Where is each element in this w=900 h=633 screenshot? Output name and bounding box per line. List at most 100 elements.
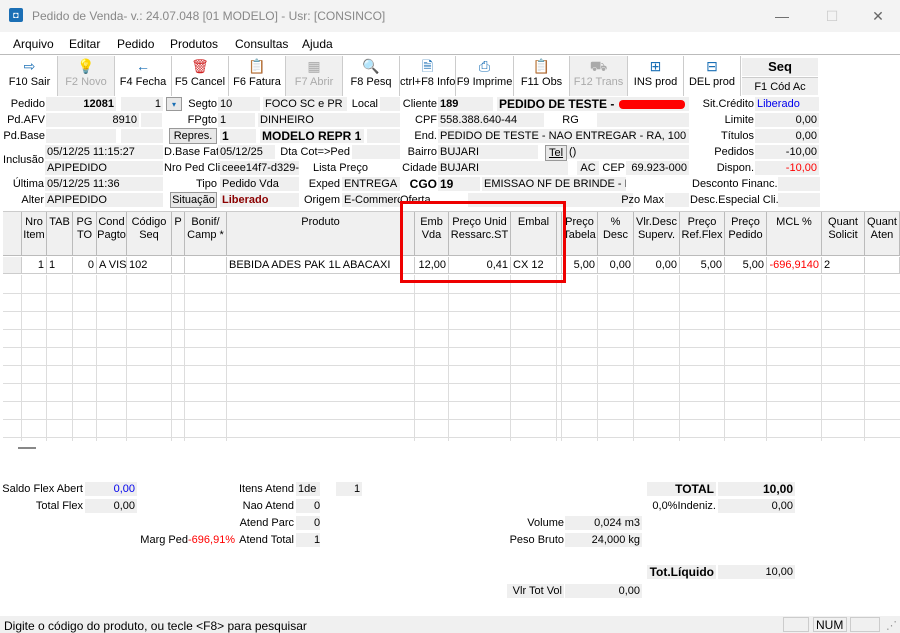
alter-user-field: APIPEDIDO	[45, 193, 163, 207]
del-prod-button[interactable]: ⊟ DEL prod	[684, 56, 741, 96]
column-header[interactable]: Quant Aten	[865, 212, 900, 256]
cliente-field[interactable]: 189	[438, 97, 493, 111]
table-cell[interactable]: A VIS	[97, 257, 127, 274]
column-header[interactable]: Preço Unid Ressarc.ST	[449, 212, 511, 256]
table-cell[interactable]: CX 12	[511, 257, 557, 274]
dtacot-field[interactable]	[352, 145, 400, 159]
f8-pesq-button[interactable]: 🔍 F8 Pesq	[343, 56, 400, 96]
menu-arquivo[interactable]: Arquivo	[13, 37, 54, 51]
table-cell[interactable]	[172, 257, 185, 274]
segto-field[interactable]: 10	[218, 97, 260, 111]
menu-ajuda[interactable]: Ajuda	[302, 37, 333, 51]
table-cell[interactable]: BEBIDA ADES PAK 1L ABACAXI	[227, 257, 415, 274]
f4-fecha-button[interactable]: ← F4 Fecha	[115, 56, 172, 96]
fpgto-field[interactable]: 1	[218, 113, 255, 127]
toolbar-button-label: DEL prod	[688, 76, 736, 88]
dbasefat-field[interactable]: 05/12/25	[218, 145, 275, 159]
grid-line	[21, 275, 22, 441]
column-header[interactable]: Bonif/ Camp *	[185, 212, 227, 256]
local-field[interactable]	[380, 97, 400, 111]
situacao-button[interactable]: Situação	[170, 192, 217, 208]
column-header[interactable]: % Desc	[598, 212, 634, 256]
f12-trans-button[interactable]: ⛟ F12 Trans	[570, 56, 628, 96]
menu-consultas[interactable]: Consultas	[235, 37, 289, 51]
column-header[interactable]: Vlr.Desc Superv.	[634, 212, 680, 256]
descesp-field[interactable]	[778, 193, 820, 207]
codigo-acesso-button[interactable]: F1 Cód Ac	[742, 77, 818, 95]
nropedcli-field[interactable]: ceee14f7-d329-4	[220, 161, 299, 175]
table-cell[interactable]: 0,00	[598, 257, 634, 274]
local-label: Local	[351, 98, 378, 110]
ins-prod-button[interactable]: ⊞ INS prod	[628, 56, 684, 96]
table-cell[interactable]	[865, 257, 900, 274]
pdbase-field[interactable]	[46, 129, 116, 143]
column-header[interactable]: Emb Vda	[415, 212, 449, 256]
tel-button[interactable]: Tel	[545, 145, 567, 161]
repres-button[interactable]: Repres.	[169, 128, 217, 144]
pedido-seq-field[interactable]: 1	[121, 97, 163, 111]
column-header[interactable]: Preço Ref.Flex	[680, 212, 725, 256]
cgo-field[interactable]: 19	[438, 177, 480, 191]
close-button[interactable]: ✕	[872, 8, 884, 24]
table-cell[interactable]: 5,00	[562, 257, 598, 274]
nropedcli-label: Nro Ped Cli	[164, 162, 221, 174]
f10-sair-button[interactable]: ⇨ F10 Sair	[2, 56, 58, 96]
table-cell[interactable]: 102	[127, 257, 172, 274]
table-cell[interactable]: 2	[822, 257, 865, 274]
column-header[interactable]: Código Seq	[127, 212, 172, 256]
grid-scrollbar-thumb[interactable]	[18, 447, 36, 449]
items-grid[interactable]: Nro Item TAB PG TO Cond Pagto Código Seq P Bon…	[3, 211, 900, 441]
itensatend-total-field: 1	[336, 482, 362, 496]
column-header[interactable]: Produto	[227, 212, 415, 256]
f6-fatura-button[interactable]: 📋 F6 Fatura	[229, 56, 286, 96]
table-cell[interactable]	[557, 257, 562, 274]
descfin-field[interactable]	[778, 177, 820, 191]
pzomax-field[interactable]	[665, 193, 689, 207]
table-cell[interactable]: 0,00	[634, 257, 680, 274]
f2-novo-button[interactable]: 💡 F2 Novo	[58, 56, 115, 96]
table-cell[interactable]: -696,9140	[767, 257, 822, 274]
table-cell[interactable]: 1	[47, 257, 73, 274]
f5-cancel-button[interactable]: 🗑 F5 Cancel	[172, 56, 229, 96]
table-cell[interactable]: 1	[22, 257, 47, 274]
f9-imprime-button[interactable]: ⎙ F9 Imprime	[456, 56, 514, 96]
column-header[interactable]	[557, 212, 562, 256]
table-cell[interactable]	[185, 257, 227, 274]
menu-pedido[interactable]: Pedido	[117, 37, 155, 51]
maximize-button[interactable]: ☐	[825, 8, 839, 24]
table-cell[interactable]: 0,41	[449, 257, 511, 274]
toolbar-button-label: F11 Obs	[520, 76, 563, 88]
table-cell[interactable]: 0	[73, 257, 97, 274]
menu-produtos[interactable]: Produtos	[170, 37, 219, 51]
column-header[interactable]: Quant Solicit	[822, 212, 865, 256]
minimize-button[interactable]: —	[775, 8, 789, 24]
table-cell[interactable]: 12,00	[415, 257, 449, 274]
f7-abrir-button[interactable]: ▦ F7 Abrir	[286, 56, 343, 96]
resize-grip-icon[interactable]: ⋰	[886, 620, 897, 632]
cep-field: 69.923-000	[626, 161, 689, 175]
table-cell[interactable]: 5,00	[725, 257, 767, 274]
column-header[interactable]: Nro Item	[22, 212, 47, 256]
column-header[interactable]: P	[172, 212, 185, 256]
column-header[interactable]: Cond Pagto	[97, 212, 127, 256]
insert-row-icon: ⊞	[649, 58, 662, 74]
pdafv-extra-field	[141, 113, 162, 127]
pdafv-field[interactable]: 8910	[46, 113, 139, 127]
menu-editar[interactable]: Editar	[69, 37, 101, 51]
column-header[interactable]: PG TO	[73, 212, 97, 256]
ctrl-f8-info-button[interactable]: 🗎 ctrl+F8 Info	[400, 56, 456, 96]
row-selector[interactable]	[3, 257, 22, 274]
atendparc-field: 0	[296, 516, 320, 530]
pedido-field[interactable]: 12081	[46, 97, 116, 111]
repres-field[interactable]: 1	[220, 129, 256, 143]
column-header[interactable]: Preço Pedido	[725, 212, 767, 256]
column-header[interactable]: MCL %	[767, 212, 822, 256]
column-header[interactable]: Embal	[511, 212, 557, 256]
column-header[interactable]: Preço Tabela	[562, 212, 598, 256]
table-cell[interactable]: 5,00	[680, 257, 725, 274]
cliente-label: Cliente	[402, 98, 437, 110]
column-header[interactable]: TAB	[47, 212, 73, 256]
f11-obs-button[interactable]: 📋 F11 Obs	[514, 56, 570, 96]
vlrtotvol-label: Vlr Tot Vol	[507, 584, 564, 598]
pedido-dropdown-button[interactable]: ▾	[166, 97, 182, 111]
